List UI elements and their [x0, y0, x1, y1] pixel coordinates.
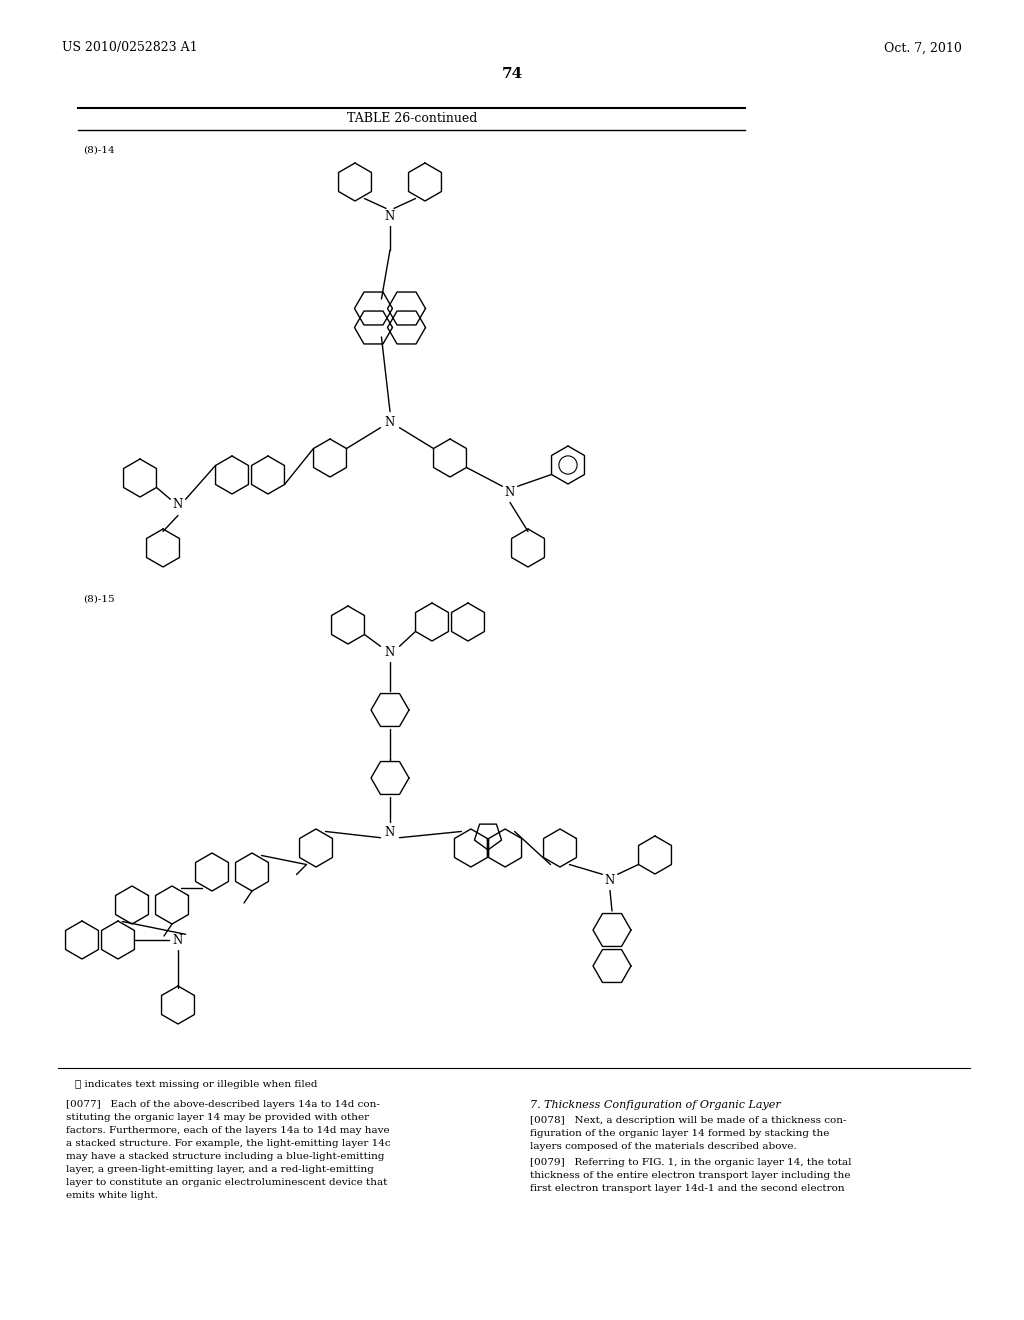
- Text: US 2010/0252823 A1: US 2010/0252823 A1: [62, 41, 198, 54]
- Text: N: N: [385, 825, 395, 838]
- Text: (8)-15: (8)-15: [83, 595, 115, 605]
- Text: 7. Thickness Configuration of Organic Layer: 7. Thickness Configuration of Organic La…: [530, 1100, 780, 1110]
- Text: layer, a green-light-emitting layer, and a red-light-emitting: layer, a green-light-emitting layer, and…: [66, 1166, 374, 1173]
- Text: 74: 74: [502, 67, 522, 81]
- Text: (8)-14: (8)-14: [83, 147, 115, 154]
- Text: layer to constitute an organic electroluminescent device that: layer to constitute an organic electrolu…: [66, 1177, 387, 1187]
- Text: layers composed of the materials described above.: layers composed of the materials describ…: [530, 1142, 797, 1151]
- Text: emits white light.: emits white light.: [66, 1191, 158, 1200]
- Text: N: N: [605, 874, 615, 887]
- Text: factors. Furthermore, each of the layers 14a to 14d may have: factors. Furthermore, each of the layers…: [66, 1126, 389, 1135]
- Text: N: N: [385, 210, 395, 223]
- Text: stituting the organic layer 14 may be provided with other: stituting the organic layer 14 may be pr…: [66, 1113, 369, 1122]
- Text: thickness of the entire electron transport layer including the: thickness of the entire electron transpo…: [530, 1171, 851, 1180]
- Text: Ⓢ indicates text missing or illegible when filed: Ⓢ indicates text missing or illegible wh…: [75, 1080, 317, 1089]
- Text: N: N: [173, 499, 183, 511]
- Text: N: N: [173, 933, 183, 946]
- Text: first electron transport layer 14d-1 and the second electron: first electron transport layer 14d-1 and…: [530, 1184, 845, 1193]
- Text: N: N: [385, 645, 395, 659]
- Text: N: N: [385, 416, 395, 429]
- Text: [0078]   Next, a description will be made of a thickness con-: [0078] Next, a description will be made …: [530, 1115, 847, 1125]
- Text: TABLE 26-continued: TABLE 26-continued: [347, 112, 477, 125]
- Text: N: N: [505, 486, 515, 499]
- Text: [0077]   Each of the above-described layers 14a to 14d con-: [0077] Each of the above-described layer…: [66, 1100, 380, 1109]
- Text: Oct. 7, 2010: Oct. 7, 2010: [884, 41, 962, 54]
- Text: [0079]   Referring to FIG. 1, in the organic layer 14, the total: [0079] Referring to FIG. 1, in the organ…: [530, 1158, 852, 1167]
- Text: a stacked structure. For example, the light-emitting layer 14c: a stacked structure. For example, the li…: [66, 1139, 390, 1148]
- Text: figuration of the organic layer 14 formed by stacking the: figuration of the organic layer 14 forme…: [530, 1129, 829, 1138]
- Text: may have a stacked structure including a blue-light-emitting: may have a stacked structure including a…: [66, 1152, 384, 1162]
